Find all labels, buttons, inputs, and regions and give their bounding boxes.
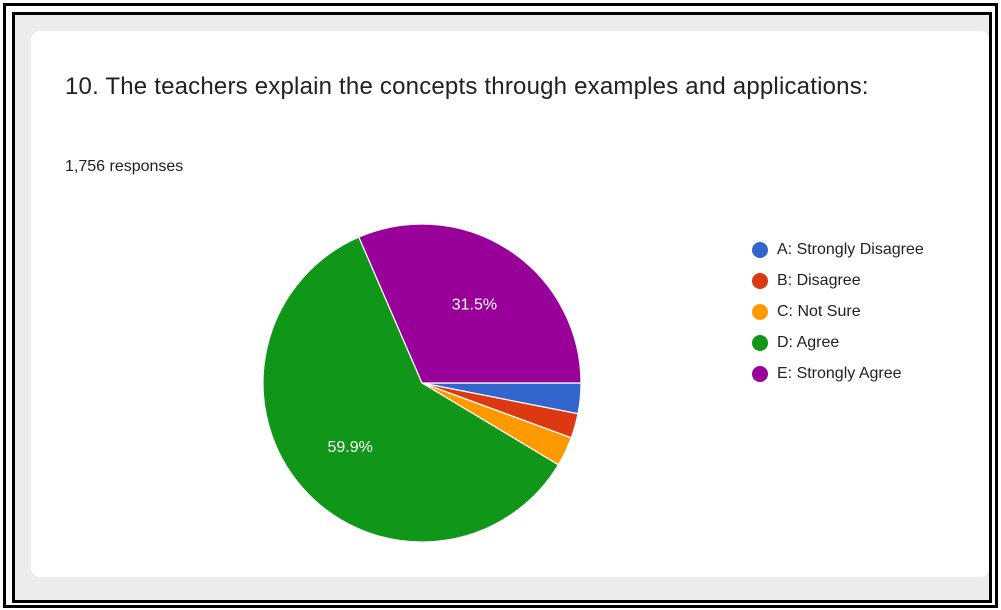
slice-label-e: 31.5% bbox=[452, 296, 497, 313]
outer-frame bbox=[3, 3, 998, 608]
legend-label: E: Strongly Agree bbox=[777, 364, 902, 382]
pie-slice-d bbox=[262, 236, 560, 543]
legend-label: D: Agree bbox=[777, 333, 840, 351]
legend-label: B: Disagree bbox=[777, 271, 861, 289]
legend-swatch bbox=[752, 272, 768, 289]
legend-swatch bbox=[752, 241, 768, 258]
legend-item-e: E: Strongly Agree bbox=[752, 358, 924, 389]
response-count: 1,756 responses bbox=[65, 158, 184, 175]
pie-slice-e bbox=[358, 223, 582, 384]
legend-label: A: Strongly Disagree bbox=[777, 240, 924, 258]
legend-swatch bbox=[752, 303, 768, 320]
legend-item-d: D: Agree bbox=[752, 327, 924, 358]
legend-label: C: Not Sure bbox=[777, 302, 861, 320]
question-title: 10. The teachers explain the concepts th… bbox=[65, 73, 869, 100]
legend-swatch bbox=[752, 365, 768, 382]
legend-item-c: C: Not Sure bbox=[752, 296, 924, 327]
legend-swatch bbox=[752, 334, 768, 351]
chart-legend: A: Strongly Disagree B: Disagree C: Not Su… bbox=[752, 234, 924, 389]
slice-label-d: 59.9% bbox=[328, 439, 373, 456]
legend-item-b: B: Disagree bbox=[752, 265, 924, 296]
legend-item-a: A: Strongly Disagree bbox=[752, 234, 924, 265]
